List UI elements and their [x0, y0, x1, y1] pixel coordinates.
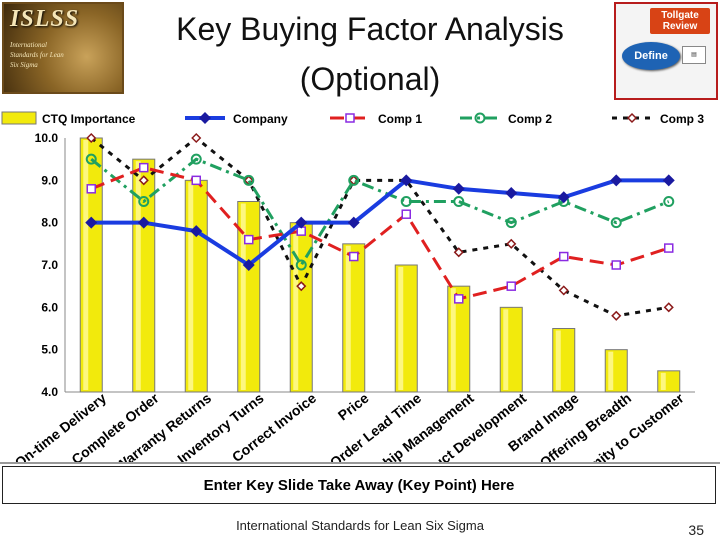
bar-highlight: [293, 224, 299, 390]
point-comp-3: [138, 175, 149, 186]
point-comp-1: [454, 294, 464, 304]
point-comp-2: [453, 196, 465, 207]
logo-title: ISLSS: [10, 6, 80, 32]
page-number: 35: [688, 522, 704, 538]
point-comp-1: [559, 251, 569, 262]
x-category-label: Price: [335, 390, 372, 424]
point-company: [190, 225, 203, 238]
bar-highlight: [398, 267, 404, 390]
point-comp-2: [243, 174, 255, 186]
page-title: Key Buying Factor Analysis (Optional): [130, 4, 610, 104]
point-comp-2: [505, 217, 517, 229]
tollgate-review-badge: Tollgate Review Define ▤: [614, 2, 718, 100]
legend-label-comp-3: Comp 3: [660, 112, 704, 126]
y-tick-label: 8.0: [41, 216, 58, 230]
y-tick-label: 4.0: [41, 385, 58, 399]
point-company: [85, 216, 98, 229]
point-comp-3: [506, 238, 517, 249]
point-comp-2: [138, 196, 150, 207]
tollgate-review-label: Tollgate Review: [650, 8, 710, 34]
legend-label-company: Company: [233, 112, 288, 126]
legend-marker-comp-3: [626, 112, 638, 124]
legend-label-comp-2: Comp 2: [508, 112, 552, 126]
point-comp-1: [139, 162, 149, 173]
legend-label-ctq-importance: CTQ Importance: [42, 112, 136, 126]
legend-marker-comp-1: [345, 113, 355, 123]
y-tick-label: 9.0: [41, 173, 58, 187]
point-comp-1: [506, 281, 516, 291]
point-company: [610, 174, 623, 187]
point-comp-1: [611, 260, 621, 270]
legend-swatch-ctq-importance: [1, 111, 37, 125]
point-comp-2: [295, 259, 307, 271]
bar-highlight: [240, 203, 246, 390]
point-comp-3: [453, 247, 464, 258]
point-comp-3: [611, 310, 622, 321]
bar-highlight: [503, 309, 509, 390]
define-phase-label: Define: [622, 42, 680, 70]
point-company: [137, 216, 150, 229]
point-company: [242, 259, 255, 271]
point-comp-3: [296, 281, 307, 292]
title-line-1: Key Buying Factor Analysis: [176, 11, 564, 47]
y-tick-label: 10.0: [35, 131, 59, 145]
series-line-comp-3: [90, 136, 669, 318]
bar-highlight: [83, 140, 89, 390]
footer-text: International Standards for Lean Six Sig…: [236, 518, 484, 533]
series-line-company: [91, 178, 669, 267]
point-company: [295, 216, 308, 229]
bar-highlight: [345, 245, 351, 390]
point-comp-3: [86, 132, 97, 144]
y-tick-label: 7.0: [41, 258, 58, 272]
series-line-comp-2: [90, 157, 670, 267]
islss-logo: ISLSS International Standards for Lean S…: [2, 2, 124, 94]
point-company: [505, 187, 518, 200]
point-company: [347, 216, 360, 229]
divider-line: [0, 462, 720, 464]
bar-highlight: [555, 330, 561, 390]
legend-marker-company: [199, 112, 211, 124]
logo-subtitle: International Standards for Lean Six Sig…: [10, 41, 64, 69]
point-comp-2: [348, 174, 360, 186]
bar-highlight: [135, 161, 141, 390]
point-company: [452, 182, 465, 195]
legend-marker-comp-2: [474, 112, 486, 124]
point-comp-2: [190, 153, 202, 165]
point-company: [662, 174, 675, 187]
point-company: [400, 174, 413, 187]
series-line-comp-1: [90, 166, 670, 301]
point-comp-2: [85, 153, 97, 165]
bar-highlight: [188, 182, 194, 390]
point-comp-1: [664, 243, 674, 253]
point-comp-1: [349, 251, 359, 262]
key-buying-factor-chart: CTQ Importance Company Comp 1 Comp 2 Comp 3 …: [1, 111, 704, 462]
key-takeaway-box[interactable]: Enter Key Slide Take Away (Key Point) He…: [2, 466, 716, 504]
point-comp-3: [663, 302, 674, 313]
title-line-2: (Optional): [299, 61, 441, 97]
point-comp-1: [86, 184, 96, 194]
legend-label-comp-1: Comp 1: [378, 112, 422, 126]
point-comp-1: [191, 175, 201, 186]
point-comp-3: [558, 285, 569, 296]
point-comp-1: [244, 234, 254, 245]
point-comp-1: [401, 209, 411, 219]
mini-slide-icon: ▤: [682, 46, 706, 64]
point-company: [557, 191, 570, 204]
y-tick-label: 6.0: [41, 300, 58, 314]
bar-highlight: [660, 372, 666, 390]
point-comp-2: [663, 196, 675, 207]
bar-highlight: [450, 288, 456, 390]
bar-highlight: [608, 351, 614, 390]
point-comp-2: [610, 217, 622, 229]
point-comp-3: [191, 132, 202, 144]
point-comp-2: [400, 196, 412, 207]
y-tick-label: 5.0: [41, 343, 58, 357]
